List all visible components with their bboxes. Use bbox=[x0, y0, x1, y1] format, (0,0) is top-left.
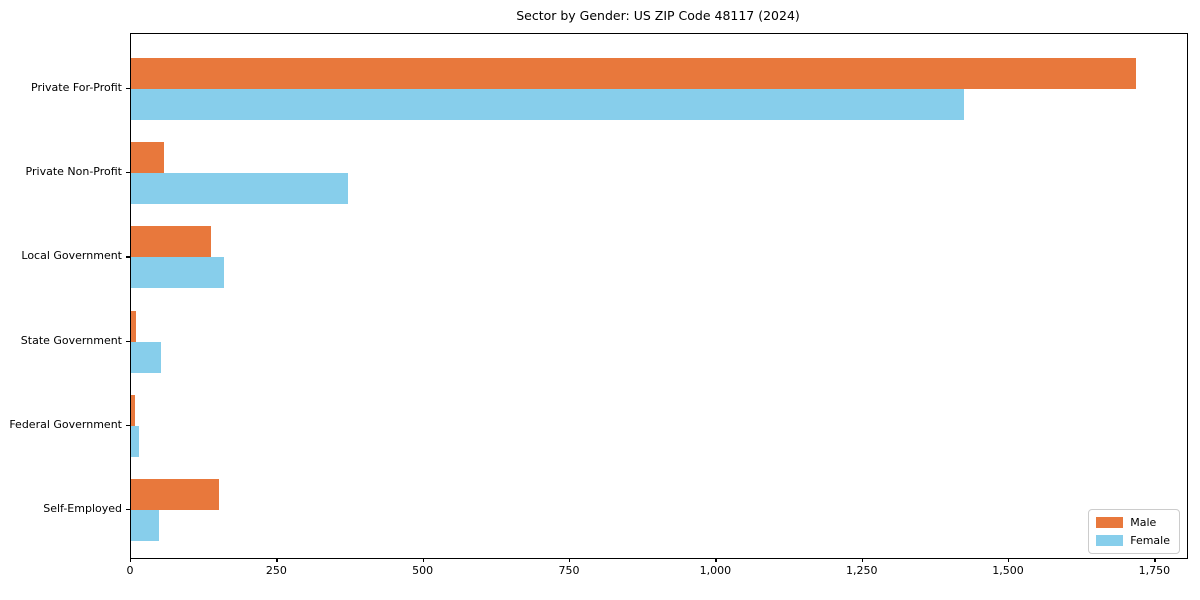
ytick-label-5: Self-Employed bbox=[43, 502, 122, 515]
xtick-label-6: 1,500 bbox=[992, 564, 1024, 577]
xtick-mark-3 bbox=[569, 558, 571, 562]
plot-area: Male Female bbox=[130, 33, 1188, 559]
xtick-label-4: 1,000 bbox=[699, 564, 732, 577]
xtick-mark-5 bbox=[861, 558, 863, 562]
ytick-mark-1 bbox=[126, 172, 130, 174]
ytick-mark-4 bbox=[126, 424, 130, 426]
bar-female-3 bbox=[131, 341, 162, 373]
legend-label: Female bbox=[1130, 534, 1170, 547]
bar-male-1 bbox=[131, 142, 165, 174]
xtick-label-7: 1,750 bbox=[1138, 564, 1171, 577]
legend-swatch-female bbox=[1096, 535, 1124, 546]
xtick-label-2: 500 bbox=[412, 564, 434, 577]
bar-female-5 bbox=[131, 510, 160, 541]
legend: Male Female bbox=[1088, 509, 1180, 554]
legend-label: Male bbox=[1130, 516, 1157, 529]
legend-item-female: Female bbox=[1096, 534, 1170, 547]
ytick-mark-2 bbox=[126, 256, 130, 258]
bar-female-1 bbox=[131, 173, 348, 205]
xtick-label-0: 0 bbox=[126, 564, 134, 577]
ytick-mark-0 bbox=[126, 88, 130, 90]
legend-item-male: Male bbox=[1096, 516, 1170, 529]
chart-title: Sector by Gender: US ZIP Code 48117 (202… bbox=[516, 8, 800, 23]
ytick-label-0: Private For-Profit bbox=[31, 81, 122, 94]
xtick-mark-2 bbox=[422, 558, 424, 562]
bar-male-3 bbox=[131, 310, 137, 342]
xtick-mark-4 bbox=[715, 558, 717, 562]
xtick-mark-0 bbox=[130, 558, 132, 562]
xtick-mark-7 bbox=[1154, 558, 1156, 562]
bar-male-5 bbox=[131, 479, 219, 510]
bar-male-2 bbox=[131, 226, 212, 258]
xtick-label-5: 1,250 bbox=[845, 564, 878, 577]
xtick-label-1: 250 bbox=[265, 564, 287, 577]
ytick-label-2: Local Government bbox=[21, 249, 122, 263]
xtick-label-3: 750 bbox=[558, 564, 580, 577]
xtick-mark-1 bbox=[276, 558, 278, 562]
bar-female-2 bbox=[131, 257, 225, 289]
bar-male-0 bbox=[131, 58, 1137, 89]
legend-swatch-male bbox=[1096, 517, 1124, 528]
ytick-label-1: Private Non-Profit bbox=[25, 165, 122, 179]
bar-female-0 bbox=[131, 89, 964, 120]
xtick-mark-6 bbox=[1008, 558, 1010, 562]
ytick-mark-5 bbox=[126, 509, 130, 511]
bar-female-4 bbox=[131, 425, 140, 457]
ytick-label-4: Federal Government bbox=[9, 417, 122, 431]
ytick-mark-3 bbox=[126, 340, 130, 342]
bar-male-4 bbox=[131, 394, 136, 426]
ytick-label-3: State Government bbox=[20, 333, 122, 347]
